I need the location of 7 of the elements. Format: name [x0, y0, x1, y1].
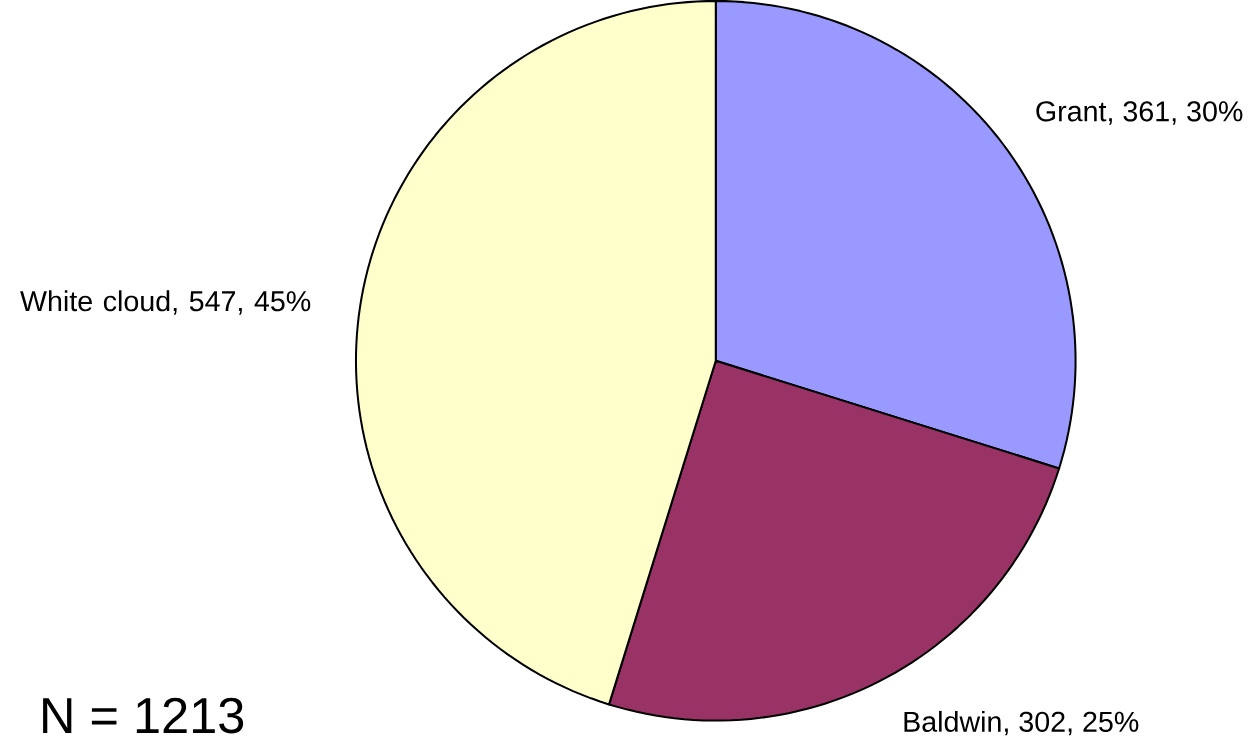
data-label: , 361, 30% [1109, 101, 1243, 125]
slice-label: Grant [1036, 101, 1107, 122]
text: N = 1213 [43, 697, 244, 734]
data-label: , 302, 25% [1005, 711, 1139, 736]
slice-label: White cloud [20, 290, 170, 312]
data-label: , 547, 45% [173, 291, 311, 315]
slice-label: Baldwin [904, 710, 1001, 732]
